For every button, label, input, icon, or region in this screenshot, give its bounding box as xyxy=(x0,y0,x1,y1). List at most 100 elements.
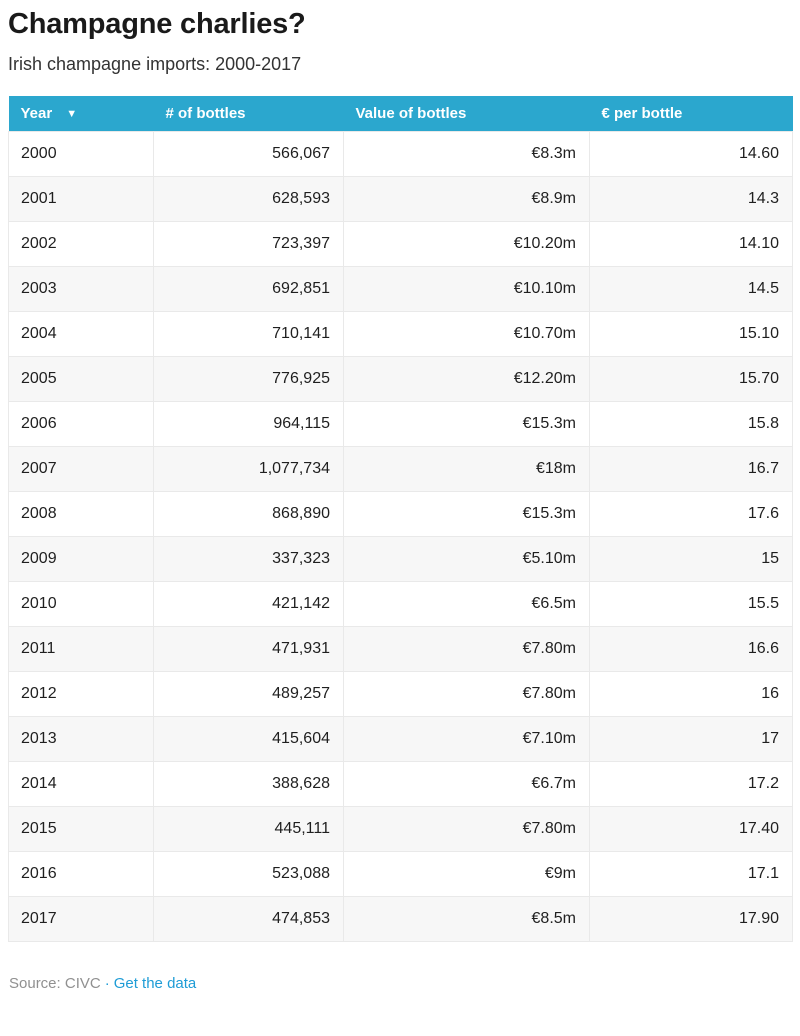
table-row: 2012 489,257 €7.80m 16 xyxy=(8,670,793,717)
cell-year: 2015 xyxy=(8,805,154,852)
cell-bottles: 474,853 xyxy=(153,895,344,942)
column-header-value[interactable]: Value of bottles xyxy=(343,96,590,132)
cell-value: €7.10m xyxy=(343,715,590,762)
column-header-per-bottle-label: € per bottle xyxy=(601,105,683,123)
cell-year: 2009 xyxy=(8,535,154,582)
cell-bottles: 628,593 xyxy=(153,175,344,222)
cell-bottles: 964,115 xyxy=(153,400,344,447)
cell-year: 2012 xyxy=(8,670,154,717)
cell-year: 2008 xyxy=(8,490,154,537)
cell-bottles: 523,088 xyxy=(153,850,344,897)
cell-year: 2010 xyxy=(8,580,154,627)
cell-per-bottle: 15.10 xyxy=(589,310,793,357)
source-label: Source: CIVC xyxy=(9,974,101,992)
table-header: Year ▼ # of bottles Value of bottles € pe… xyxy=(8,96,793,132)
cell-value: €12.20m xyxy=(343,355,590,402)
cell-year: 2002 xyxy=(8,220,154,267)
cell-year: 2016 xyxy=(8,850,154,897)
cell-bottles: 445,111 xyxy=(153,805,344,852)
cell-bottles: 421,142 xyxy=(153,580,344,627)
column-header-bottles[interactable]: # of bottles xyxy=(153,96,344,132)
cell-value: €10.10m xyxy=(343,265,590,312)
table-row: 2015 445,111 €7.80m 17.40 xyxy=(8,805,793,852)
get-data-link[interactable]: Get the data xyxy=(113,974,197,992)
cell-value: €8.9m xyxy=(343,175,590,222)
table-row: 2007 1,077,734 €18m 16.7 xyxy=(8,445,793,492)
cell-year: 2011 xyxy=(8,625,154,672)
column-header-value-label: Value of bottles xyxy=(355,105,467,123)
cell-bottles: 710,141 xyxy=(153,310,344,357)
chart-title: Champagne charlies? xyxy=(8,8,306,40)
cell-per-bottle: 15.70 xyxy=(589,355,793,402)
column-header-bottles-label: # of bottles xyxy=(165,105,246,123)
cell-year: 2003 xyxy=(8,265,154,312)
cell-bottles: 337,323 xyxy=(153,535,344,582)
cell-per-bottle: 16 xyxy=(589,670,793,717)
table-row: 2005 776,925 €12.20m 15.70 xyxy=(8,355,793,402)
cell-bottles: 692,851 xyxy=(153,265,344,312)
cell-per-bottle: 17.1 xyxy=(589,850,793,897)
table-row: 2000 566,067 €8.3m 14.60 xyxy=(8,130,793,177)
chart-subtitle: Irish champagne imports: 2000-2017 xyxy=(8,54,302,75)
column-header-per-bottle[interactable]: € per bottle xyxy=(589,96,793,132)
footer-separator: · xyxy=(104,974,110,992)
cell-value: €7.80m xyxy=(343,670,590,717)
cell-year: 2005 xyxy=(8,355,154,402)
table-header-row: Year ▼ # of bottles Value of bottles € pe… xyxy=(8,96,793,132)
cell-per-bottle: 17.2 xyxy=(589,760,793,807)
cell-bottles: 1,077,734 xyxy=(153,445,344,492)
cell-per-bottle: 14.3 xyxy=(589,175,793,222)
table-row: 2017 474,853 €8.5m 17.90 xyxy=(8,895,793,942)
cell-year: 2000 xyxy=(8,130,154,177)
cell-bottles: 776,925 xyxy=(153,355,344,402)
column-header-year[interactable]: Year ▼ xyxy=(8,96,154,132)
cell-value: €6.5m xyxy=(343,580,590,627)
cell-bottles: 868,890 xyxy=(153,490,344,537)
table-row: 2003 692,851 €10.10m 14.5 xyxy=(8,265,793,312)
table-row: 2002 723,397 €10.20m 14.10 xyxy=(8,220,793,267)
cell-per-bottle: 15 xyxy=(589,535,793,582)
table-row: 2011 471,931 €7.80m 16.6 xyxy=(8,625,793,672)
cell-bottles: 415,604 xyxy=(153,715,344,762)
cell-value: €10.20m xyxy=(343,220,590,267)
cell-year: 2001 xyxy=(8,175,154,222)
cell-year: 2013 xyxy=(8,715,154,762)
cell-value: €6.7m xyxy=(343,760,590,807)
table-row: 2008 868,890 €15.3m 17.6 xyxy=(8,490,793,537)
sort-descending-icon: ▼ xyxy=(66,108,78,121)
column-header-year-label: Year xyxy=(20,105,53,123)
cell-per-bottle: 16.6 xyxy=(589,625,793,672)
cell-value: €7.80m xyxy=(343,805,590,852)
cell-bottles: 489,257 xyxy=(153,670,344,717)
cell-year: 2004 xyxy=(8,310,154,357)
cell-year: 2006 xyxy=(8,400,154,447)
chart-footer: Source: CIVC · Get the data xyxy=(9,975,792,992)
cell-bottles: 471,931 xyxy=(153,625,344,672)
cell-per-bottle: 14.5 xyxy=(589,265,793,312)
cell-year: 2007 xyxy=(8,445,154,492)
cell-year: 2014 xyxy=(8,760,154,807)
cell-value: €5.10m xyxy=(343,535,590,582)
cell-per-bottle: 17 xyxy=(589,715,793,762)
cell-bottles: 388,628 xyxy=(153,760,344,807)
table-row: 2010 421,142 €6.5m 15.5 xyxy=(8,580,793,627)
cell-value: €18m xyxy=(343,445,590,492)
cell-bottles: 723,397 xyxy=(153,220,344,267)
cell-per-bottle: 15.8 xyxy=(589,400,793,447)
table-row: 2004 710,141 €10.70m 15.10 xyxy=(8,310,793,357)
table-row: 2016 523,088 €9m 17.1 xyxy=(8,850,793,897)
cell-per-bottle: 14.10 xyxy=(589,220,793,267)
cell-value: €9m xyxy=(343,850,590,897)
table-row: 2001 628,593 €8.9m 14.3 xyxy=(8,175,793,222)
cell-value: €8.5m xyxy=(343,895,590,942)
table-row: 2009 337,323 €5.10m 15 xyxy=(8,535,793,582)
cell-per-bottle: 17.6 xyxy=(589,490,793,537)
cell-per-bottle: 15.5 xyxy=(589,580,793,627)
cell-per-bottle: 17.40 xyxy=(589,805,793,852)
table-body: 2000 566,067 €8.3m 14.60 2001 628,593 €8.9m 14.… xyxy=(8,130,793,942)
table-row: 2014 388,628 €6.7m 17.2 xyxy=(8,760,793,807)
cell-per-bottle: 16.7 xyxy=(589,445,793,492)
cell-bottles: 566,067 xyxy=(153,130,344,177)
table-row: 2013 415,604 €7.10m 17 xyxy=(8,715,793,762)
